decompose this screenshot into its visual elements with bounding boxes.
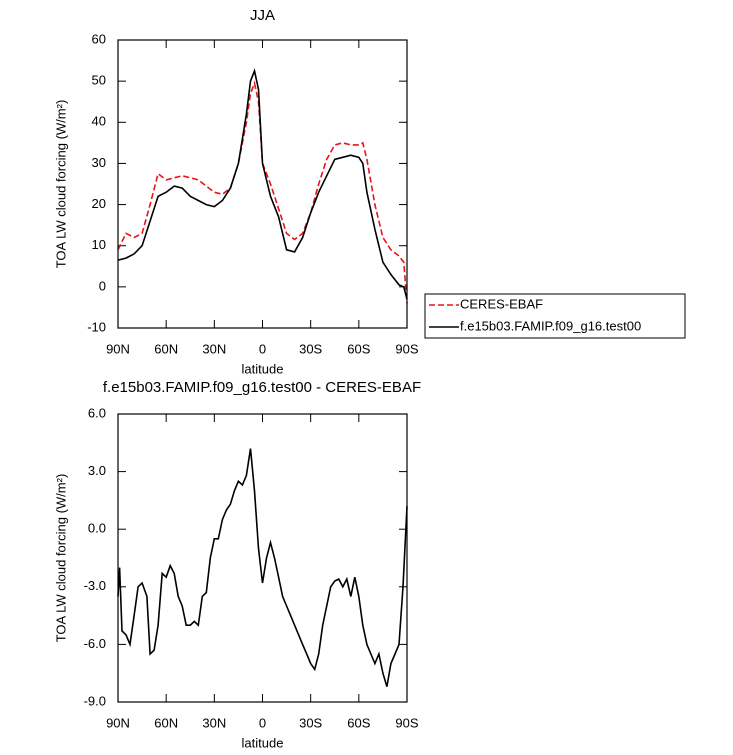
y-tick-label: 50	[92, 73, 106, 88]
y-tick-label: -6.0	[84, 636, 106, 651]
y-tick-label: 0.0	[88, 521, 106, 536]
chart-title: f.e15b03.FAMIP.f09_g16.test00 - CERES-EB…	[103, 379, 421, 396]
x-tick-label: 90N	[106, 341, 130, 356]
y-axis-label: TOA LW cloud forcing (W/m²)	[53, 474, 68, 643]
data-line	[117, 80, 408, 304]
plot-frame	[117, 39, 408, 329]
x-tick-label: 30N	[202, 715, 226, 730]
y-tick-label: 20	[92, 196, 106, 211]
x-axis-label: latitude	[242, 735, 284, 750]
legend-label: CERES-EBAF	[460, 296, 543, 311]
x-axis-label: latitude	[242, 361, 284, 376]
y-tick-label: 60	[92, 31, 106, 46]
y-tick-label: -3.0	[84, 578, 106, 593]
x-tick-label: 90S	[395, 341, 418, 356]
plot-frame	[117, 413, 408, 703]
x-tick-label: 60N	[154, 341, 178, 356]
y-tick-label: -9.0	[84, 693, 106, 708]
x-tick-label: 30S	[299, 341, 322, 356]
x-tick-label: 60S	[347, 715, 370, 730]
y-tick-label: 3.0	[88, 463, 106, 478]
x-tick-label: 90N	[106, 715, 130, 730]
y-tick-label: 0	[99, 278, 106, 293]
data-line	[117, 448, 408, 687]
x-tick-label: 30N	[202, 341, 226, 356]
x-tick-label: 0	[259, 341, 266, 356]
y-tick-label: -10	[87, 319, 106, 334]
y-tick-label: 40	[92, 114, 106, 129]
legend-label: f.e15b03.FAMIP.f09_g16.test00	[460, 318, 641, 333]
legend-box	[424, 293, 686, 339]
x-tick-label: 30S	[299, 715, 322, 730]
data-line	[117, 68, 408, 300]
x-tick-label: 0	[259, 715, 266, 730]
x-tick-label: 60N	[154, 715, 178, 730]
y-tick-label: 6.0	[88, 405, 106, 420]
y-tick-label: 10	[92, 237, 106, 252]
y-tick-label: 30	[92, 155, 106, 170]
x-tick-label: 90S	[395, 715, 418, 730]
chart-title: JJA	[250, 7, 275, 24]
y-axis-label: TOA LW cloud forcing (W/m²)	[53, 100, 68, 269]
x-tick-label: 60S	[347, 341, 370, 356]
